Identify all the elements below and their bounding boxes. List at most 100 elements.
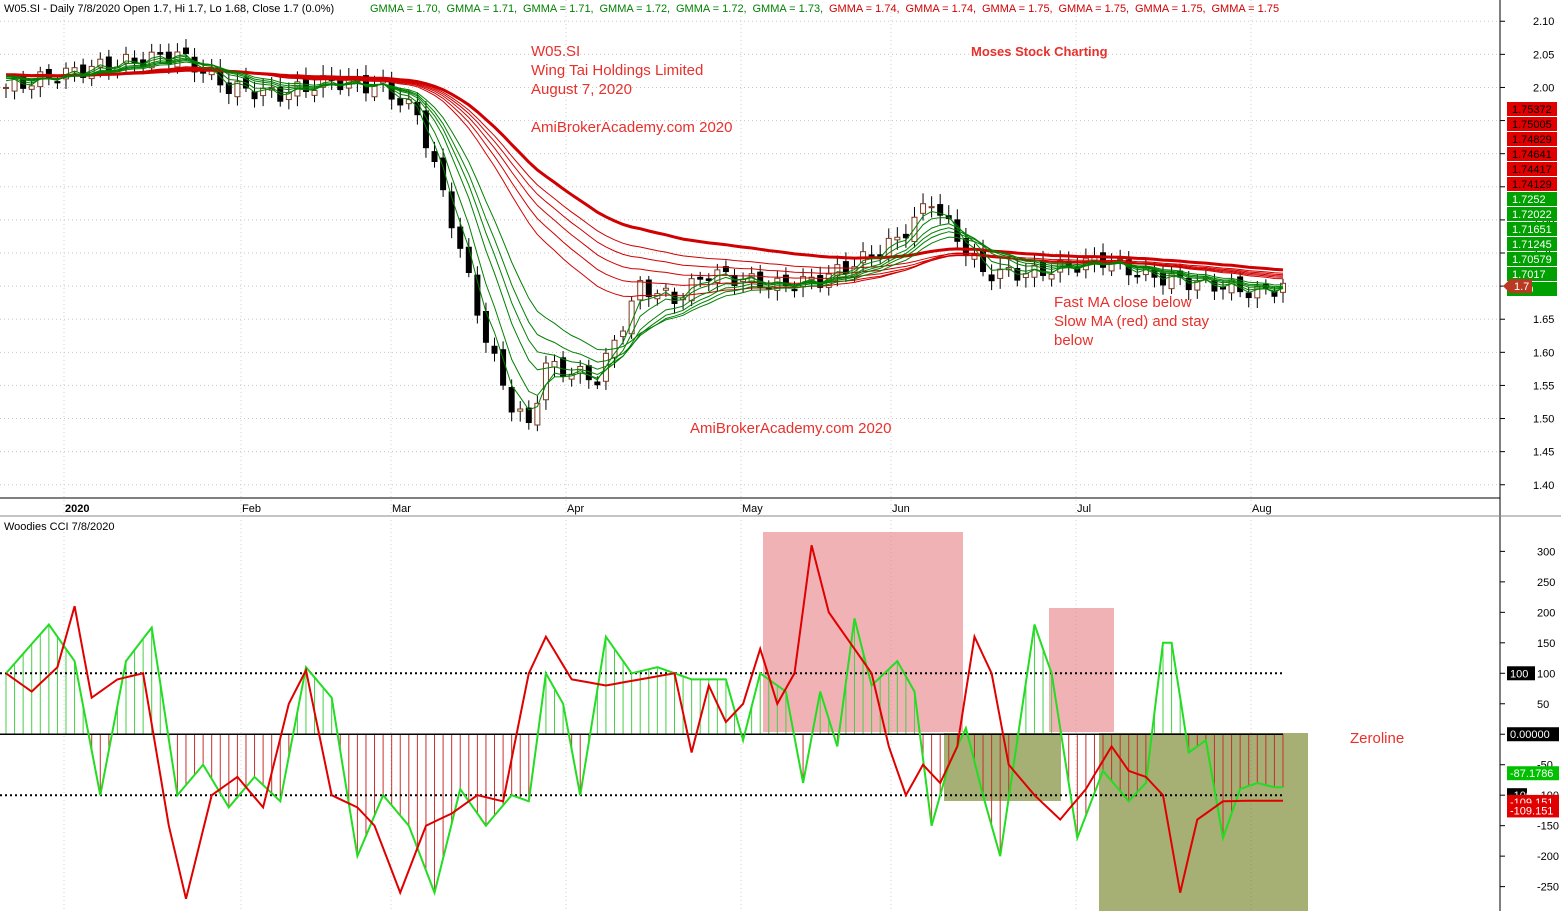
gmma-slow-tag-label: 1.74829 [1512, 134, 1552, 146]
turbo-cci-line [5, 545, 1283, 900]
month-axis: 2020 Feb Mar Apr May Jun Jul Aug [63, 0, 1272, 911]
cci-lines [5, 545, 1283, 900]
annotation-note-1: Fast MA close below [1054, 294, 1192, 311]
cci-tick-label: 100 [1537, 668, 1555, 680]
gmma-fast-tag [1507, 192, 1557, 206]
gmma-header: GMMA = 1.70, GMMA = 1.71, GMMA = 1.71, GMMA… [370, 3, 1279, 15]
candle-body [920, 203, 927, 214]
cci-levels [0, 672, 1283, 797]
candle-body [662, 287, 669, 291]
candle-body [997, 268, 1004, 279]
cci-tick-label: 200 [1537, 607, 1555, 619]
olive-box [1099, 733, 1308, 911]
gmma-value-tags: 1.75372 1.75005 1.74829 1.74641 1.74417 1.741… [1503, 102, 1557, 296]
candle-body [722, 266, 729, 273]
gmma-fast-tag [1507, 252, 1557, 266]
annotation-brand: Moses Stock Charting [971, 44, 1108, 59]
candle-body [157, 52, 164, 55]
candle-body [54, 81, 61, 84]
cci-tick-label: 50 [1537, 699, 1549, 711]
gmma-fast-tag [1507, 267, 1557, 281]
price-tick-label: 2.05 [1533, 49, 1554, 61]
candle-body [894, 236, 901, 241]
candle-body [234, 81, 241, 98]
annotation-site-top: AmiBrokerAcademy.com 2020 [531, 119, 732, 136]
gmma-fast-tag-label: 1.71651 [1512, 224, 1552, 236]
month-tick-label: Jun [892, 503, 910, 515]
tcci-value-tag-2-label: -109.151 [1510, 805, 1553, 817]
candle-body [594, 381, 601, 386]
candle-body [260, 87, 267, 97]
last-price-marker [1503, 279, 1532, 294]
candle-body [440, 157, 447, 191]
candle-body [1048, 274, 1055, 280]
candle-body [791, 289, 798, 292]
candle-body [465, 246, 472, 274]
annotation-note-3: below [1054, 332, 1093, 349]
annotation-company: Wing Tai Holdings Limited [531, 62, 703, 79]
candle-body [311, 89, 318, 96]
gmma-slow-tag-label: 1.74129 [1512, 179, 1552, 191]
olive-box [944, 733, 1061, 801]
candle-body [251, 91, 258, 100]
gmma-header-item: GMMA = 1.74, [829, 3, 900, 15]
gmma-header-item: GMMA = 1.75, [982, 3, 1053, 15]
gmma-fast-tag [1507, 237, 1557, 251]
gmma-fast-line [5, 55, 1284, 397]
month-tick-label: Apr [567, 503, 584, 515]
price-tick-label: 1.50 [1533, 414, 1554, 426]
annotation-site-bottom: AmiBrokerAcademy.com 2020 [690, 420, 891, 437]
month-tick-label: May [742, 503, 763, 515]
gmma-header-item: GMMA = 1.74, [906, 3, 977, 15]
cci-tick-label: -150 [1537, 821, 1559, 833]
cci-value-tag-label: -87.1786 [1510, 768, 1553, 780]
gmma-fast-tag [1507, 222, 1557, 236]
gmma-slow-tag-label: 1.74417 [1512, 164, 1552, 176]
cci-100-tag [1507, 666, 1535, 681]
gmma-header-item: GMMA = 1.70, [370, 3, 441, 15]
gmma-header-item: GMMA = 1.75 [1212, 3, 1280, 15]
gmma-fast-tag-label: 1.7017 [1512, 269, 1546, 281]
candle-body [688, 278, 695, 302]
gmma-slow-tag-label: 1.75372 [1512, 104, 1552, 116]
price-tick-label: 1.55 [1533, 380, 1554, 392]
annotation-date: August 7, 2020 [531, 81, 632, 98]
annotation-note-2: Slow MA (red) and stay [1054, 313, 1210, 330]
gmma-fast-tag-label: 1.70579 [1512, 254, 1552, 266]
annotation-zeroline: Zeroline [1350, 730, 1404, 747]
last-price-label: 1.7 [1514, 281, 1529, 293]
month-tick-label: 2020 [65, 503, 89, 515]
gmma-slow-tag-label: 1.75005 [1512, 119, 1552, 131]
gmma-fast-line [5, 57, 1284, 376]
gmma-slow-bold-line [5, 68, 1284, 272]
price-tick-label: 1.40 [1533, 480, 1554, 492]
cci-tick-label: 250 [1537, 577, 1555, 589]
candle-body [534, 402, 541, 426]
price-tick-label: 2.10 [1533, 16, 1554, 28]
candle-body [431, 151, 438, 162]
candle-body [131, 57, 138, 64]
month-tick-label: Mar [392, 503, 411, 515]
candle-body [705, 278, 712, 281]
candle-body [474, 274, 481, 316]
candle-body [491, 345, 498, 354]
candle-body [937, 204, 944, 216]
candle-body [620, 330, 627, 338]
gmma-header-item: GMMA = 1.71, [523, 3, 594, 15]
candle-body [1031, 264, 1038, 278]
candle-body [834, 264, 841, 277]
gmma-header-item: GMMA = 1.75, [1059, 3, 1130, 15]
annotation-symbol: W05.SI [531, 43, 580, 60]
price-tick-label: 1.65 [1533, 314, 1554, 326]
candle-body [525, 407, 532, 424]
gmma-fast-group [5, 54, 1284, 411]
candle-body [80, 64, 87, 78]
candle-body [971, 253, 978, 260]
candle-body [225, 82, 232, 95]
candle-body [637, 280, 644, 301]
cci-tick-label: 150 [1537, 638, 1555, 650]
gmma-slow-tag-label: 1.74641 [1512, 149, 1552, 161]
candle-body [508, 387, 515, 413]
gmma-slow-tag [1507, 177, 1557, 191]
